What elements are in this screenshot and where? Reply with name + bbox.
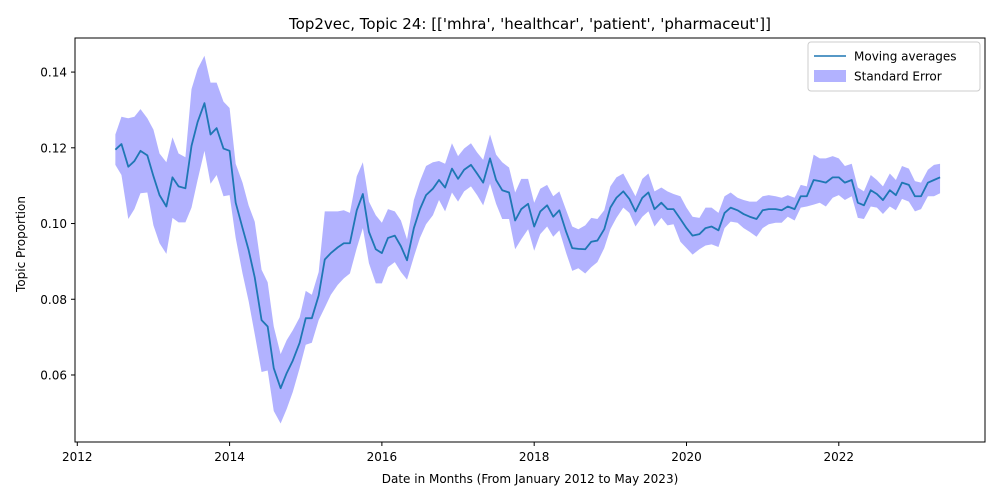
legend-patch-swatch bbox=[814, 70, 846, 82]
x-tick-label: 2018 bbox=[519, 450, 550, 464]
legend-label-standard-error: Standard Error bbox=[854, 70, 942, 84]
chart-title: Top2vec, Topic 24: [['mhra', 'healthcar'… bbox=[288, 15, 771, 33]
legend-label-moving-averages: Moving averages bbox=[854, 50, 957, 64]
moving-average-line bbox=[114, 102, 941, 390]
y-axis-label: Topic Proportion bbox=[14, 196, 28, 293]
x-tick-label: 2016 bbox=[367, 450, 398, 464]
y-tick-label: 0.14 bbox=[40, 66, 67, 80]
x-tick-label: 2020 bbox=[671, 450, 702, 464]
y-tick-label: 0.08 bbox=[40, 293, 67, 307]
x-tick-label: 2014 bbox=[214, 450, 245, 464]
standard-error-band bbox=[115, 55, 941, 424]
y-tick-label: 0.10 bbox=[40, 217, 67, 231]
axes-frame bbox=[74, 37, 986, 443]
y-tick-label: 0.06 bbox=[40, 368, 67, 382]
x-tick-label: 2022 bbox=[824, 450, 855, 464]
legend: Moving averages Standard Error bbox=[807, 41, 981, 92]
plot-area: 2012 2014 2016 2018 2020 2022 0.06 0.08 0.10 0.12… bbox=[40, 37, 986, 464]
y-tick-label: 0.12 bbox=[40, 141, 67, 155]
legend-frame bbox=[807, 41, 981, 92]
x-tick-label: 2012 bbox=[62, 450, 93, 464]
x-axis-label: Date in Months (From January 2012 to May… bbox=[382, 472, 679, 486]
